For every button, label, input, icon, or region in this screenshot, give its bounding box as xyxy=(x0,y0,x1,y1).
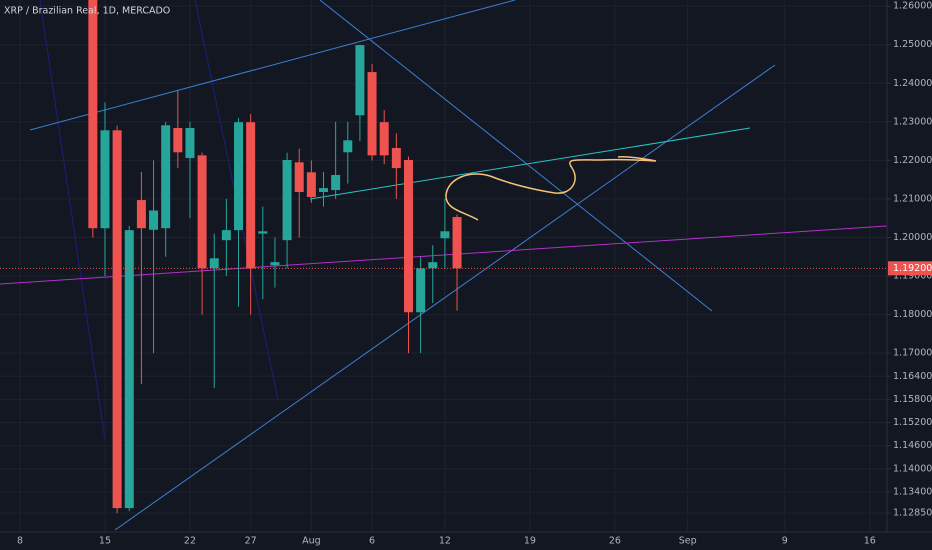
trend-line xyxy=(309,127,751,200)
trend-line xyxy=(0,225,888,285)
trend-line xyxy=(114,64,776,531)
x-tick-label: 16 xyxy=(864,536,876,547)
y-tick-label: 1.21000 xyxy=(893,193,932,204)
y-tick-label: 1.16400 xyxy=(893,371,932,382)
axes: 1.26000 1.25000 1.24000 1.23000 1.22000 1.210… xyxy=(17,1,932,547)
y-tick-label: 1.25000 xyxy=(893,39,932,50)
candles xyxy=(0,0,887,514)
candle-body xyxy=(136,200,146,229)
candle-body xyxy=(379,122,389,156)
candle-body xyxy=(185,127,195,159)
candle-body xyxy=(258,231,268,234)
candle-body xyxy=(343,140,353,153)
candle-body xyxy=(88,0,98,229)
chart-title: XRP / Brazilian Real, 1D, MERCADO xyxy=(4,6,170,17)
y-tick-label: 1.19000 xyxy=(893,271,932,282)
x-tick-label: 15 xyxy=(99,536,111,547)
trend-line xyxy=(319,0,713,312)
y-tick-label: 1.23000 xyxy=(893,116,932,127)
x-tick-label: 22 xyxy=(184,536,196,547)
candle-body xyxy=(428,262,438,269)
candle-body xyxy=(100,130,110,229)
y-tick-label: 1.24000 xyxy=(893,78,932,89)
y-tick-label: 1.14000 xyxy=(893,463,932,474)
candle-body xyxy=(355,45,365,116)
x-tick-label: Aug xyxy=(302,536,321,547)
candle-body xyxy=(440,231,450,239)
y-tick-label: 1.15800 xyxy=(893,394,932,405)
x-tick-label: 9 xyxy=(782,536,788,547)
x-tick-label: Sep xyxy=(679,536,697,547)
candle-body xyxy=(294,162,304,192)
freehand-drawing xyxy=(445,156,657,221)
candle-body xyxy=(282,159,292,241)
candle-body xyxy=(234,122,244,231)
candle-body xyxy=(270,262,280,266)
x-tick-label: 12 xyxy=(439,536,451,547)
y-tick-label: 1.14600 xyxy=(893,440,932,451)
x-tick-label: 19 xyxy=(524,536,536,547)
y-tick-label: 1.26000 xyxy=(893,1,932,12)
last-price-label: 1.19200 xyxy=(893,263,932,274)
candle-body xyxy=(416,268,426,313)
trend-line xyxy=(39,0,106,441)
y-tick-label: 1.20000 xyxy=(893,232,932,243)
y-tick-label: 1.22000 xyxy=(893,155,932,166)
candle-body xyxy=(319,188,328,192)
candle-body xyxy=(331,175,341,191)
candle-body xyxy=(452,217,462,269)
candle-body xyxy=(173,127,183,153)
candle-body xyxy=(209,258,219,269)
last-price-tag xyxy=(888,261,932,276)
candle-body xyxy=(161,125,171,229)
y-tick-label: 1.17000 xyxy=(893,348,932,359)
candle-body xyxy=(391,148,401,169)
time-axis xyxy=(0,532,887,550)
grid xyxy=(0,0,887,532)
x-tick-label: 6 xyxy=(369,536,375,547)
trend-line xyxy=(29,0,516,131)
candle-body xyxy=(367,72,377,156)
y-tick-label: 1.12850 xyxy=(893,508,932,519)
candle-body xyxy=(112,130,122,509)
y-tick-label: 1.13400 xyxy=(893,486,932,497)
x-tick-label: 26 xyxy=(609,536,621,547)
candle-body xyxy=(221,230,231,241)
x-tick-label: 8 xyxy=(17,536,23,547)
candle-body xyxy=(197,155,207,269)
x-tick-label: 27 xyxy=(245,536,257,547)
y-tick-label: 1.18000 xyxy=(893,309,932,320)
candle-body xyxy=(306,172,316,197)
candle-body xyxy=(124,230,134,509)
candle-body xyxy=(246,122,256,269)
candle-body xyxy=(149,210,159,230)
y-tick-label: 1.15200 xyxy=(893,417,932,428)
candle-body xyxy=(403,159,413,313)
